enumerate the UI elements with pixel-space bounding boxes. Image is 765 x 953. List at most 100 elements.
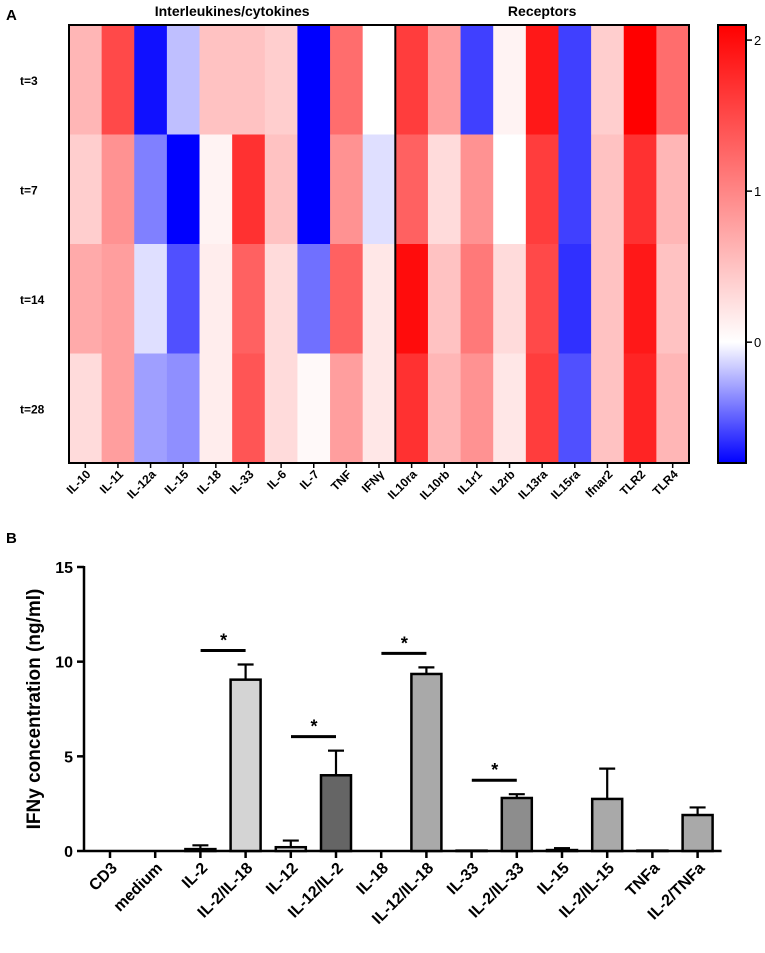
heatmap-col-label-0: IL-10 — [64, 467, 94, 497]
heatmap-cell-t14-10 — [395, 244, 429, 355]
heatmap-cell-t7-12 — [460, 134, 494, 245]
heatmap-cell-t3-9 — [362, 25, 396, 136]
colorbar: 2 1 0 — [717, 24, 761, 464]
heatmap-cell-t7-2 — [134, 134, 168, 245]
heatmap-cell-t14-18 — [656, 244, 690, 355]
bar-chart: 0 5 10 15 IFNy concentration (ng/ml) CD3mediu… — [24, 560, 722, 928]
colorbar-tick-label-1: 1 — [754, 184, 761, 199]
heatmap-cell-t28-7 — [297, 353, 331, 464]
bar-10 — [545, 848, 579, 853]
heatmap-cell-t7-0 — [69, 134, 103, 245]
heatmap-col-label-10: IL10ra — [385, 467, 420, 502]
heatmap-cell-t28-16 — [591, 353, 625, 464]
heatmap-col-label-8: TNF — [328, 467, 354, 493]
significance-star-3: * — [491, 760, 498, 780]
bar-2 — [184, 847, 217, 853]
heatmap-col-label-7: IL-7 — [297, 467, 322, 492]
heatmap-cell-t28-6 — [264, 353, 299, 464]
heatmap-cell-t14-8 — [330, 244, 364, 355]
heatmap-cell-t7-1 — [101, 134, 135, 245]
heatmap-cell-t14-7 — [297, 244, 331, 355]
x-tick-label-1: medium — [111, 860, 166, 915]
heatmap-col-label-1: IL-11 — [97, 467, 126, 496]
heatmap-cell-t14-1 — [101, 244, 135, 355]
colorbar-gradient — [717, 24, 747, 464]
heatmap-col-label-3: IL-15 — [162, 467, 192, 497]
heatmap-cell-t14-15 — [558, 244, 592, 355]
heatmap-col-label-9: IFNγ — [359, 467, 388, 496]
heatmap-cell-t28-0 — [69, 353, 103, 464]
bar-13 — [681, 813, 714, 853]
heatmap-cell-t3-17 — [623, 25, 657, 136]
heatmap-col-label-11: IL10rb — [417, 467, 452, 502]
heatmap-col-label-5: IL-33 — [227, 467, 257, 497]
heatmap-cell-t14-13 — [493, 244, 527, 355]
heatmap-group-title-1: Receptors — [508, 3, 577, 19]
x-tick-label-12: TNFa — [623, 860, 663, 900]
heatmap-cell-t3-15 — [558, 25, 592, 136]
heatmap-cell-t14-4 — [199, 244, 233, 355]
heatmap-cell-t7-11 — [427, 134, 462, 245]
heatmap-cell-t28-13 — [493, 353, 527, 464]
heatmap-cell-t14-12 — [460, 244, 494, 355]
heatmap-cell-t7-15 — [558, 134, 592, 245]
heatmap-cell-t7-13 — [493, 134, 527, 245]
heatmap: Interleukines/cytokines Receptors t=3 t=7 t=… — [20, 3, 690, 503]
heatmap-cell-t28-4 — [199, 353, 233, 464]
heatmap-cell-t14-6 — [264, 244, 299, 355]
heatmap-cell-t7-6 — [264, 134, 299, 245]
x-tick-label-4: IL-12 — [263, 860, 301, 898]
heatmap-cell-t14-14 — [525, 244, 560, 355]
bar-7 — [410, 672, 443, 853]
heatmap-cell-t3-0 — [69, 25, 103, 136]
heatmap-cell-t28-5 — [232, 353, 266, 464]
heatmap-cell-t14-16 — [591, 244, 625, 355]
heatmap-cell-t28-9 — [362, 353, 396, 464]
heatmap-cell-t7-16 — [591, 134, 625, 245]
heatmap-cell-t7-5 — [232, 134, 266, 245]
heatmap-cell-t3-1 — [101, 25, 135, 136]
heatmap-cell-t28-17 — [623, 353, 657, 464]
heatmap-cell-t28-8 — [330, 353, 364, 464]
heatmap-cell-t14-3 — [166, 244, 201, 355]
heatmap-cell-t3-10 — [395, 25, 429, 136]
heatmap-cell-t3-7 — [297, 25, 331, 136]
heatmap-cell-t3-18 — [656, 25, 690, 136]
heatmap-cell-t3-12 — [460, 25, 494, 136]
heatmap-cell-t3-14 — [525, 25, 560, 136]
heatmap-cell-t14-11 — [427, 244, 462, 355]
panel-a-label: A — [6, 7, 17, 24]
heatmap-cell-t28-2 — [134, 353, 168, 464]
heatmap-row-label-2: t=14 — [20, 293, 45, 307]
x-tick-label-10: IL-15 — [534, 860, 572, 898]
x-tick-label-0: CD3 — [86, 860, 121, 895]
heatmap-cell-t7-4 — [199, 134, 233, 245]
y-tick-label-1: 5 — [64, 749, 73, 766]
heatmap-cell-t3-3 — [166, 25, 201, 136]
heatmap-cell-t14-17 — [623, 244, 657, 355]
heatmap-cell-t7-14 — [525, 134, 560, 245]
heatmap-cell-t28-1 — [101, 353, 135, 464]
significance-star-1: * — [310, 717, 317, 737]
heatmap-cell-t3-4 — [199, 25, 233, 136]
heatmap-row-label-1: t=7 — [20, 183, 38, 197]
heatmap-col-label-4: IL-18 — [194, 467, 224, 497]
heatmap-col-label-18: TLR4 — [650, 467, 681, 498]
heatmap-col-label-12: IL1r1 — [455, 467, 485, 497]
heatmap-cell-t3-16 — [591, 25, 625, 136]
heatmap-cell-t28-11 — [427, 353, 462, 464]
heatmap-cell-t7-3 — [166, 134, 201, 245]
heatmap-cell-t3-13 — [493, 25, 527, 136]
heatmap-cell-t28-14 — [525, 353, 560, 464]
y-tick-label-3: 15 — [55, 560, 73, 577]
heatmap-cell-t28-18 — [656, 353, 690, 464]
heatmap-col-label-17: TLR2 — [617, 467, 648, 498]
heatmap-col-label-13: IL2rb — [487, 467, 518, 498]
y-tick-label-0: 0 — [64, 844, 73, 861]
heatmap-row-label-3: t=28 — [20, 402, 45, 416]
heatmap-cell-t28-12 — [460, 353, 494, 464]
heatmap-cell-t28-15 — [558, 353, 592, 464]
heatmap-cell-t7-17 — [623, 134, 657, 245]
colorbar-tick-label-2: 0 — [754, 335, 761, 350]
